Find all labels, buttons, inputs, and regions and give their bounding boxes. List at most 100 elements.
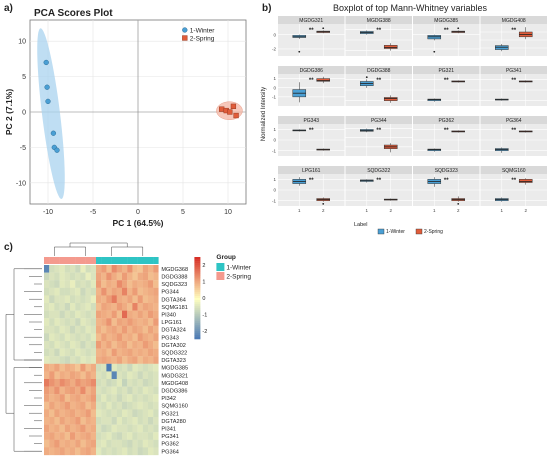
facet-y-tick: -1 — [272, 148, 276, 153]
heatmap-cell — [142, 409, 149, 418]
heatmap-cell — [64, 356, 71, 364]
heatmap-cell — [54, 287, 60, 296]
heatmap-cell — [49, 295, 55, 304]
winter-outlier — [298, 50, 301, 53]
heatmap-cell — [106, 272, 112, 281]
heatmap-cell — [59, 287, 65, 296]
heatmap-cell — [116, 386, 123, 395]
heatmap-cell — [44, 417, 50, 425]
heatmap-cell — [75, 280, 81, 288]
heatmap-cell — [44, 325, 50, 334]
heatmap-cell — [142, 303, 149, 311]
heatmap-cell — [101, 280, 107, 288]
heatmap-cell — [85, 318, 91, 326]
heatmap-cell — [59, 379, 65, 387]
heatmap-cell — [101, 303, 107, 311]
heatmap-cell — [85, 310, 91, 319]
heatmap-cell — [127, 417, 133, 425]
color-scale-segment — [194, 259, 201, 262]
heatmap-cell — [64, 280, 71, 288]
heatmap-row-label: SQMG160 — [161, 404, 187, 410]
heatmap-cell — [153, 379, 159, 387]
chart-title: PCA Scores Plot — [34, 8, 113, 19]
heatmap-cell — [148, 363, 154, 372]
facet-y-tick: 1 — [273, 127, 276, 132]
significance-marker: ** — [309, 28, 314, 34]
heatmap-cell — [64, 371, 71, 380]
heatmap-cell — [90, 386, 97, 395]
heatmap-cell — [75, 379, 81, 387]
heatmap-cell — [132, 265, 138, 273]
heatmap-cell — [116, 424, 123, 433]
heatmap-cell — [106, 287, 112, 296]
heatmap-cell — [116, 295, 123, 304]
heatmap-cell — [49, 280, 55, 288]
heatmap-cell — [106, 280, 112, 288]
winter-point — [54, 147, 60, 153]
winter-outlier — [433, 50, 436, 53]
heatmap-cell — [122, 356, 128, 364]
heatmap-cell — [64, 325, 71, 334]
heatmap-cell — [90, 325, 97, 334]
heatmap-cell — [49, 363, 55, 372]
heatmap-cell — [127, 379, 133, 387]
facet-panel — [278, 24, 345, 56]
heatmap-cell — [80, 386, 86, 395]
heatmap-row-label: LPG161 — [161, 320, 182, 326]
heatmap-cell — [70, 333, 76, 342]
column-annotation-cell — [90, 257, 97, 264]
winter-point — [43, 59, 49, 66]
x-tick-label: 0 — [136, 209, 140, 216]
heatmap-cell — [75, 439, 81, 448]
heatmap-cell — [137, 356, 143, 364]
heatmap-cell — [85, 363, 91, 372]
heatmap-cell — [59, 265, 65, 273]
heatmap-cell — [142, 447, 149, 456]
heatmap-cell — [75, 386, 81, 395]
facet-label: PG362 — [438, 118, 454, 124]
heatmap-cell — [96, 439, 102, 448]
heatmap-cell — [80, 310, 86, 319]
legend-winter-swatch — [377, 228, 385, 235]
heatmap-cell — [90, 310, 97, 319]
heatmap-cell — [122, 447, 128, 456]
heatmap-cell — [64, 432, 71, 440]
heatmap-cell — [70, 295, 76, 304]
heatmap-cell — [85, 272, 91, 281]
heatmap-row-label: DGTA302 — [161, 343, 185, 349]
heatmap-cell — [90, 371, 97, 380]
heatmap-cell — [64, 439, 71, 448]
heatmap-cell — [54, 325, 60, 334]
heatmap-cell — [54, 333, 60, 342]
heatmap-cell — [64, 386, 71, 395]
color-scale-segment — [194, 336, 201, 340]
heatmap-cell — [106, 333, 112, 342]
heatmap-cell — [59, 417, 65, 425]
heatmap-cell — [132, 432, 138, 440]
heatmap-cell — [127, 424, 133, 433]
heatmap-cell — [59, 363, 65, 372]
heatmap-row-label: MGDG385 — [161, 366, 188, 372]
heatmap-cell — [96, 325, 102, 334]
heatmap-cell — [127, 394, 133, 402]
facet-y-tick: -1 — [272, 198, 276, 203]
heatmap-cell — [75, 265, 81, 273]
heatmap-cell — [153, 409, 159, 418]
heatmap-cell — [116, 325, 123, 334]
facet-y-tick: 0 — [273, 138, 276, 143]
facet-strip — [278, 16, 345, 24]
row-dendrogram — [5, 268, 42, 452]
winter-point — [44, 84, 50, 90]
heatmap-cell — [153, 439, 159, 448]
heatmap-cell — [80, 401, 86, 410]
facet-label: PG341 — [506, 68, 522, 74]
legend-spring-label: 2-Spring — [424, 229, 443, 235]
heatmap-cell — [70, 424, 76, 433]
heatmap-cell — [148, 379, 154, 387]
heatmap-cell — [59, 295, 65, 304]
column-annotation-cell — [106, 257, 112, 264]
heatmap-cell — [64, 379, 71, 387]
heatmap-row-label: DGDG388 — [161, 275, 187, 281]
heatmap-cell — [132, 303, 138, 311]
heatmap-cell — [111, 371, 117, 380]
